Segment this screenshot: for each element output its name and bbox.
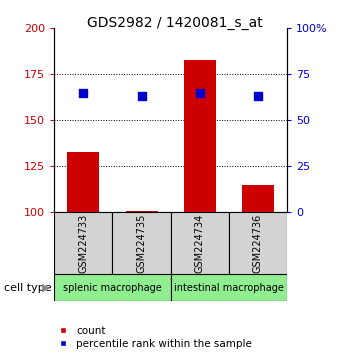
- Point: [197, 90, 203, 96]
- Bar: [184, 59, 216, 212]
- Bar: [242, 185, 274, 212]
- Point: [80, 90, 86, 96]
- Text: GSM224733: GSM224733: [78, 214, 88, 273]
- Text: ▶: ▶: [42, 282, 51, 293]
- Legend: count, percentile rank within the sample: count, percentile rank within the sample: [52, 326, 252, 349]
- Text: GSM224736: GSM224736: [253, 214, 263, 273]
- Text: splenic macrophage: splenic macrophage: [63, 282, 162, 293]
- Bar: [126, 211, 158, 212]
- Bar: [112, 212, 171, 274]
- Bar: [171, 212, 229, 274]
- Bar: [54, 274, 171, 301]
- Point: [255, 93, 261, 99]
- Point: [139, 93, 144, 99]
- Bar: [54, 212, 112, 274]
- Text: GDS2982 / 1420081_s_at: GDS2982 / 1420081_s_at: [87, 16, 263, 30]
- Text: intestinal macrophage: intestinal macrophage: [174, 282, 284, 293]
- Text: GSM224735: GSM224735: [136, 214, 147, 273]
- Bar: [229, 212, 287, 274]
- Text: GSM224734: GSM224734: [195, 214, 205, 273]
- Bar: [171, 274, 287, 301]
- Bar: [67, 152, 99, 212]
- Text: cell type: cell type: [4, 282, 51, 293]
